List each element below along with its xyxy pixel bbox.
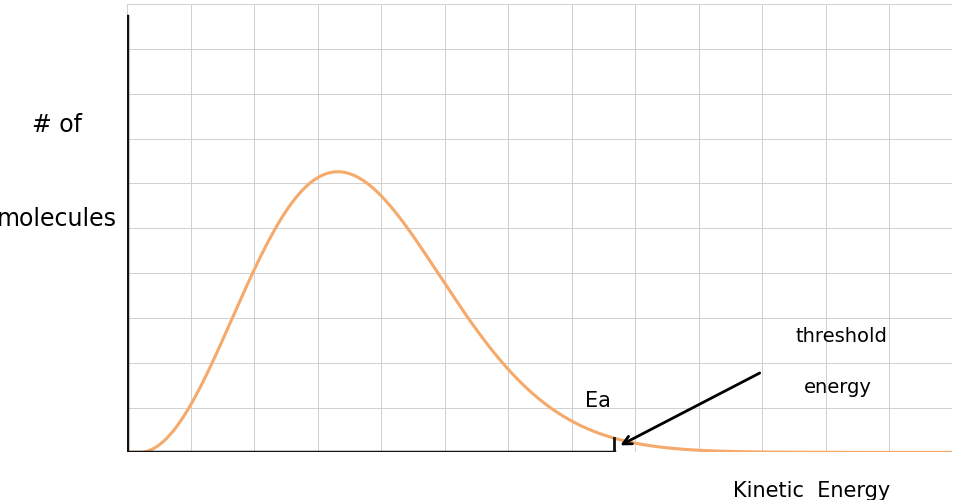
Text: molecules: molecules xyxy=(0,206,117,231)
Text: Ea: Ea xyxy=(585,390,611,410)
Text: threshold: threshold xyxy=(795,327,887,346)
Text: energy: energy xyxy=(803,378,871,397)
Text: Kinetic  Energy: Kinetic Energy xyxy=(733,482,890,500)
Text: # of: # of xyxy=(33,113,82,137)
